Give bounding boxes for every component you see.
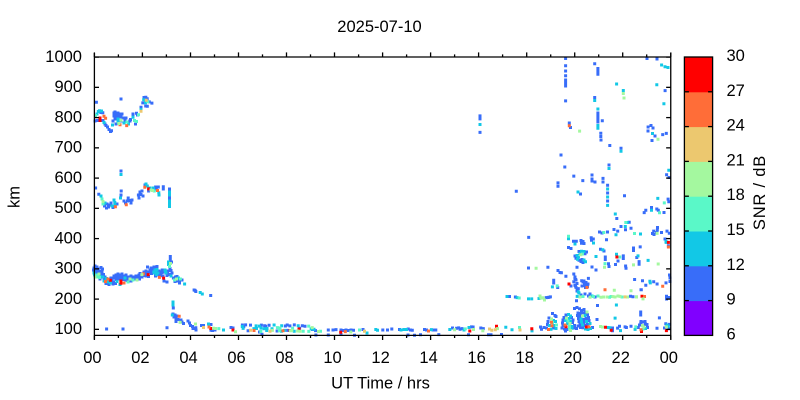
svg-text:2025-07-10: 2025-07-10: [337, 18, 421, 36]
svg-text:200: 200: [54, 290, 82, 308]
svg-text:SNR / dB: SNR / dB: [751, 155, 769, 230]
svg-text:400: 400: [54, 229, 82, 247]
svg-text:00: 00: [660, 349, 678, 367]
svg-text:300: 300: [54, 260, 82, 278]
svg-text:6: 6: [727, 325, 736, 343]
svg-text:00: 00: [83, 349, 101, 367]
svg-text:02: 02: [131, 349, 149, 367]
svg-text:16: 16: [467, 349, 485, 367]
svg-text:20: 20: [564, 349, 582, 367]
svg-text:600: 600: [54, 169, 82, 187]
svg-text:21: 21: [727, 151, 745, 169]
svg-text:08: 08: [275, 349, 293, 367]
svg-text:700: 700: [54, 139, 82, 157]
svg-text:24: 24: [727, 117, 745, 135]
svg-text:UT Time / hrs: UT Time / hrs: [331, 375, 430, 393]
svg-text:06: 06: [227, 349, 245, 367]
svg-text:14: 14: [419, 349, 437, 367]
svg-text:10: 10: [323, 349, 341, 367]
svg-text:800: 800: [54, 108, 82, 126]
svg-text:12: 12: [727, 256, 745, 274]
svg-text:27: 27: [727, 82, 745, 100]
svg-text:900: 900: [54, 78, 82, 96]
svg-text:1000: 1000: [45, 48, 82, 66]
svg-text:18: 18: [516, 349, 534, 367]
svg-text:12: 12: [371, 349, 389, 367]
svg-text:100: 100: [54, 320, 82, 338]
svg-text:30: 30: [727, 47, 745, 65]
svg-text:15: 15: [727, 221, 745, 239]
svg-text:04: 04: [179, 349, 197, 367]
svg-text:18: 18: [727, 186, 745, 204]
svg-text:22: 22: [612, 349, 630, 367]
svg-text:9: 9: [727, 291, 736, 309]
svg-text:km: km: [6, 186, 24, 208]
svg-text:500: 500: [54, 199, 82, 217]
